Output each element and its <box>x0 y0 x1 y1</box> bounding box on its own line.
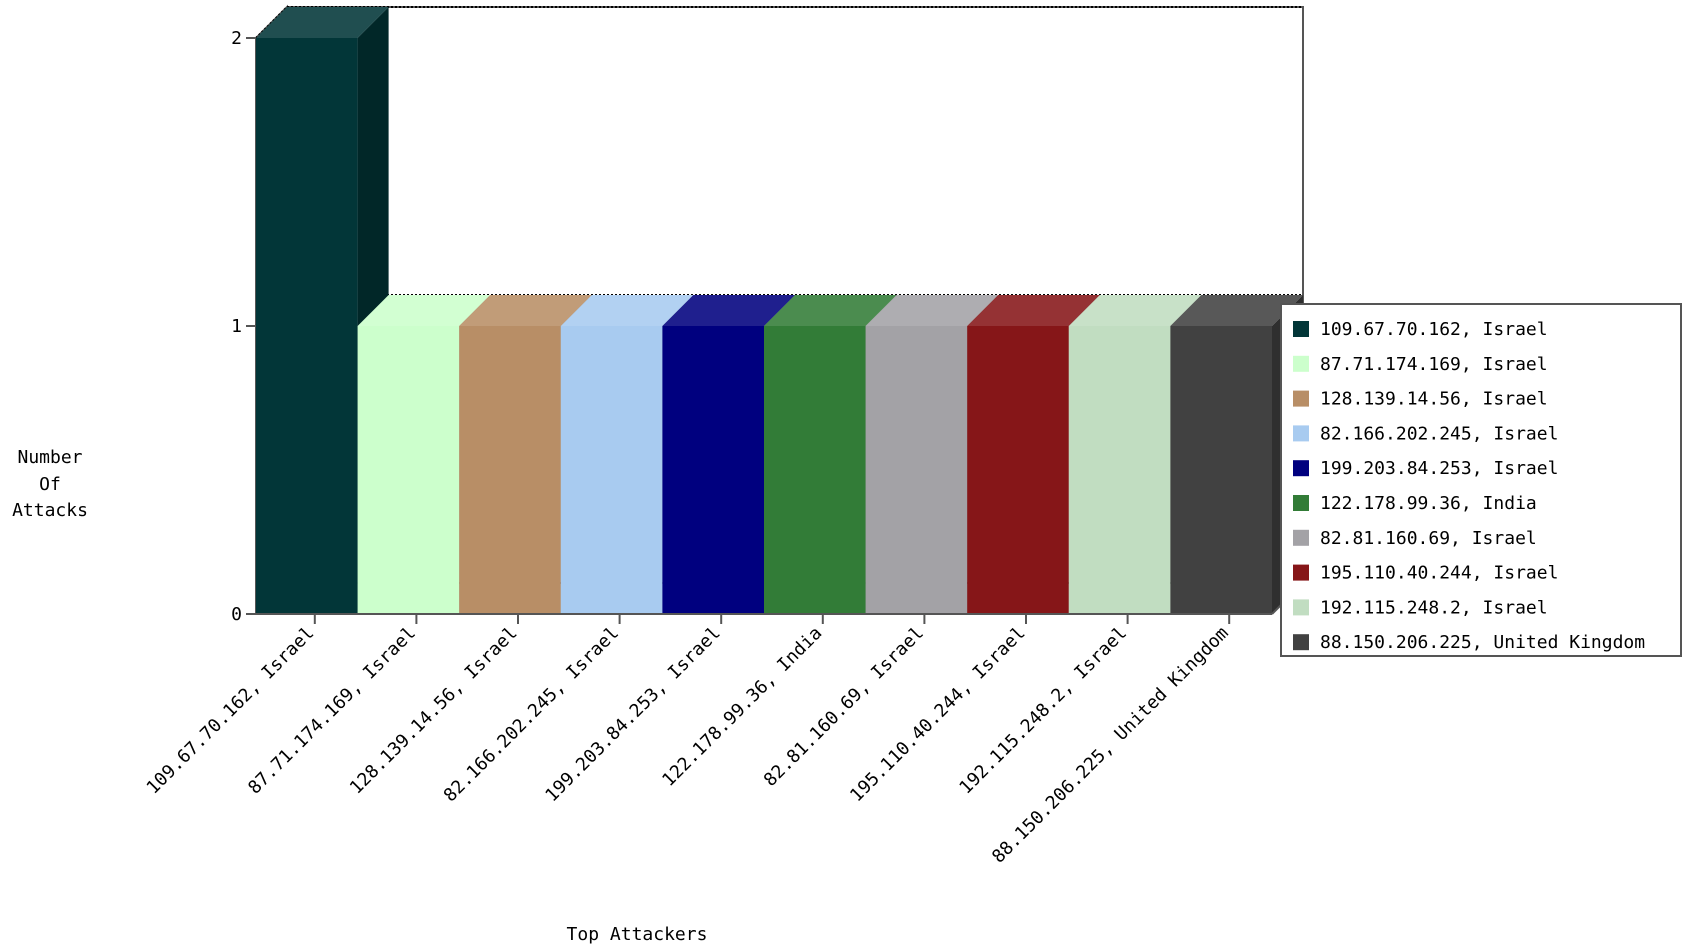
bar-front <box>662 326 764 614</box>
legend-item-label: 109.67.70.162, Israel <box>1320 319 1548 340</box>
legend-item-label: 122.178.99.36, India <box>1320 493 1537 514</box>
x-tick-label: 88.150.206.225, United Kingdom <box>988 623 1233 868</box>
legend-swatch <box>1293 599 1309 616</box>
y-tick-label: 1 <box>231 316 242 337</box>
bar-front <box>459 326 561 614</box>
gridlines <box>255 6 1303 327</box>
y-tick-label: 2 <box>231 28 242 49</box>
legend-swatch <box>1293 495 1309 511</box>
legend-item-label: 82.166.202.245, Israel <box>1320 423 1558 444</box>
bar-front <box>1170 326 1272 614</box>
x-tick-label: 128.139.14.56, Israel <box>346 623 522 799</box>
x-tick-label: 199.203.84.253, Israel <box>541 623 724 806</box>
bar-front <box>865 326 968 614</box>
bar-top <box>1068 295 1202 326</box>
legend-swatch <box>1293 634 1309 651</box>
bar-top <box>967 295 1100 326</box>
legend-item-label: 128.139.14.56, Israel <box>1320 389 1548 410</box>
x-tick-label: 109.67.70.162, Israel <box>143 623 319 799</box>
legend: 109.67.70.162, Israel 87.71.174.169, Isra… <box>1280 303 1682 657</box>
x-tick-label: 192.115.248.2, Israel <box>955 623 1131 799</box>
bar-top <box>357 295 491 326</box>
bar-top <box>560 295 694 326</box>
legend-item-label: 195.110.40.244, Israel <box>1320 563 1558 584</box>
bar-front <box>1068 326 1171 614</box>
bar-front <box>357 326 460 614</box>
axis-labels: Number Of Attacks Top Attackers <box>12 447 707 945</box>
bar-top <box>764 295 897 326</box>
bars <box>256 7 1303 614</box>
y-axis-label-line-2: Of <box>39 474 61 495</box>
legend-swatch <box>1293 425 1309 442</box>
x-tick-label: 195.110.40.244, Israel <box>846 623 1029 806</box>
legend-swatch <box>1293 321 1309 337</box>
bar-top <box>662 295 795 326</box>
y-axis: 0 1 2 <box>231 28 256 625</box>
y-tick-label: 0 <box>231 604 242 625</box>
bar-front <box>967 326 1069 614</box>
x-tick-label: 82.166.202.245, Israel <box>440 623 623 806</box>
legend-swatch <box>1293 529 1309 546</box>
legend-swatch <box>1293 564 1309 581</box>
legend-item-label: 88.150.206.225, United Kingdom <box>1320 632 1645 653</box>
bar-front <box>764 326 866 614</box>
bar-top <box>865 295 999 326</box>
y-axis-label-line-3: Attacks <box>12 500 88 521</box>
bar-top <box>459 295 592 326</box>
y-axis-label-line-1: Number <box>17 447 82 468</box>
bar-front <box>256 38 358 614</box>
bar-front <box>560 326 663 614</box>
x-axis-label: Top Attackers <box>567 924 708 945</box>
legend-item-label: 82.81.160.69, Israel <box>1320 528 1537 549</box>
legend-item-label: 192.115.248.2, Israel <box>1320 597 1548 618</box>
x-tick-label: 87.71.174.169, Israel <box>244 623 420 799</box>
bar-top <box>256 7 389 38</box>
legend-item-label: 87.71.174.169, Israel <box>1320 354 1548 375</box>
legend-item-label: 199.203.84.253, Israel <box>1320 458 1558 479</box>
legend-box <box>1280 303 1682 657</box>
legend-swatch <box>1293 390 1309 407</box>
bar-top <box>1170 295 1303 326</box>
legend-swatch <box>1293 355 1309 372</box>
legend-swatch <box>1293 460 1309 477</box>
